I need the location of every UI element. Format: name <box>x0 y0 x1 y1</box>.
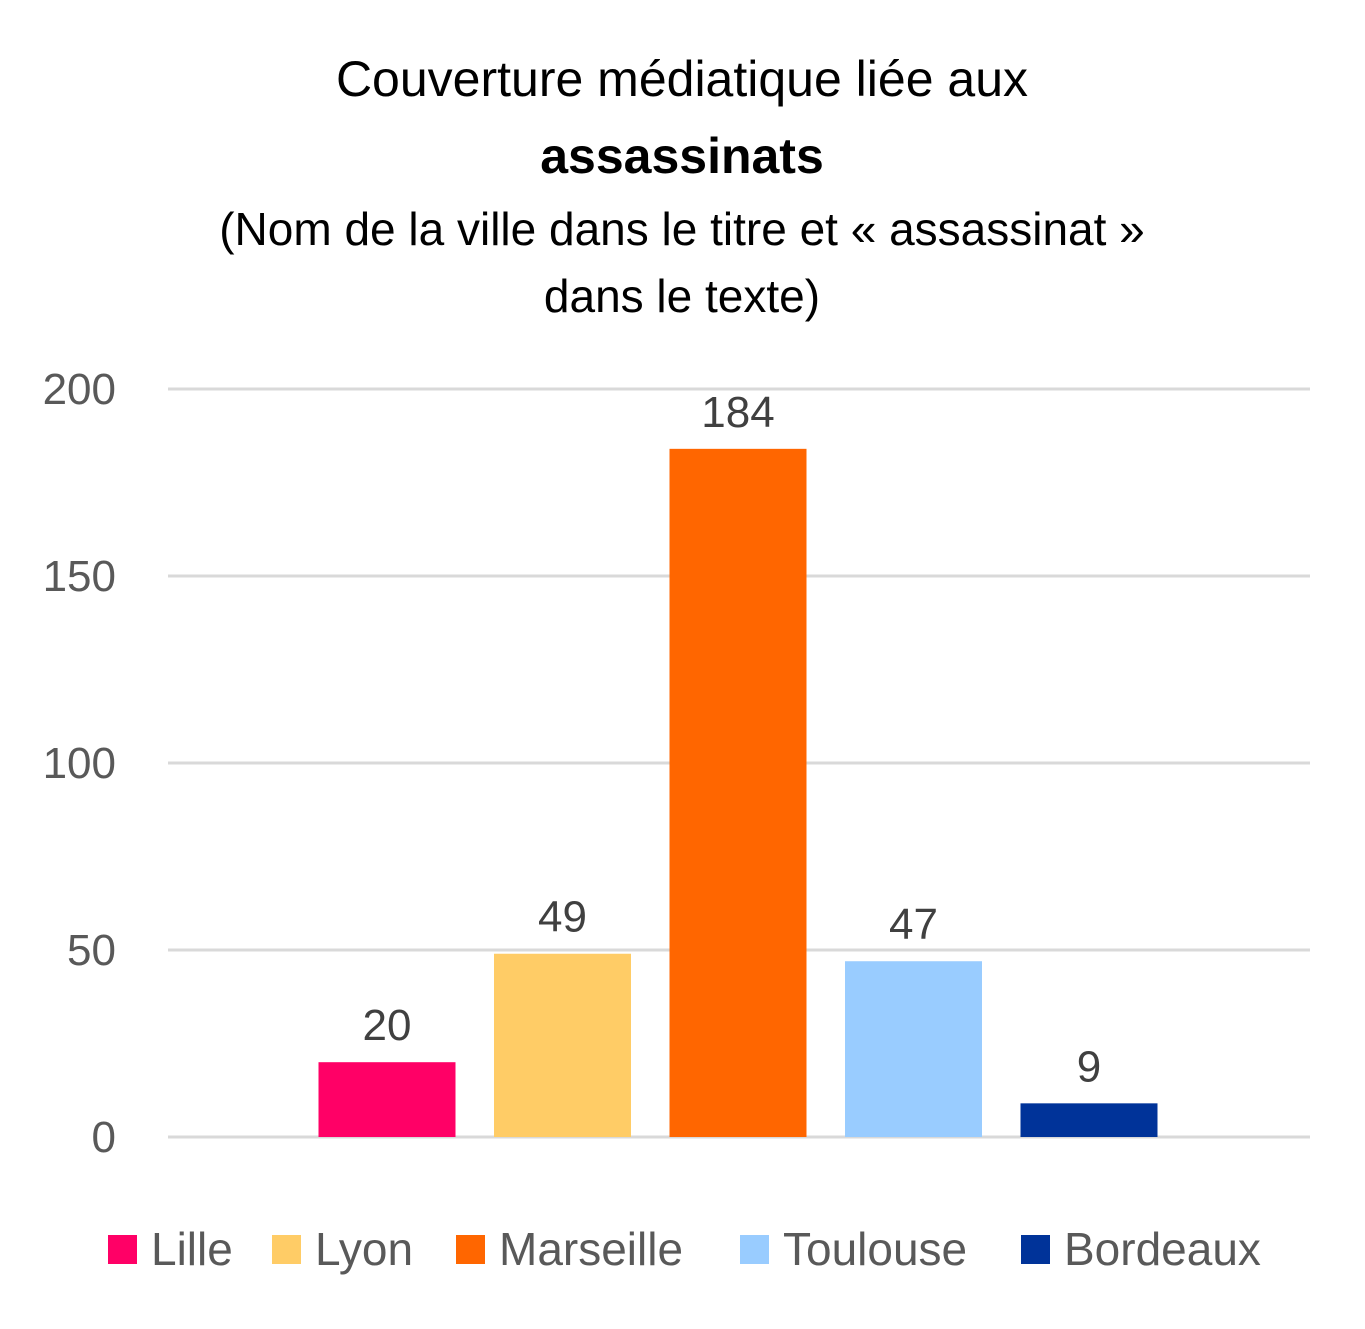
chart-subtitle-line1: (Nom de la ville dans le titre et « assa… <box>219 203 1145 255</box>
data-label: 9 <box>1077 1042 1101 1091</box>
chart-title-bold: assassinats <box>540 128 824 184</box>
legend-swatch <box>108 1235 137 1264</box>
bar-lille <box>318 1062 456 1137</box>
bar-toulouse <box>845 961 982 1137</box>
legend-item-lyon: Lyon <box>272 1223 413 1275</box>
data-label: 184 <box>701 388 774 437</box>
legend-item-bordeaux: Bordeaux <box>1021 1223 1261 1275</box>
y-tick-label: 200 <box>43 365 116 414</box>
legend-item-toulouse: Toulouse <box>740 1223 967 1275</box>
legend-swatch <box>740 1235 769 1264</box>
y-tick-label: 0 <box>92 1113 116 1162</box>
bar-marseille <box>669 448 807 1138</box>
bar-bordeaux <box>1020 1103 1158 1137</box>
y-tick-label: 50 <box>67 926 116 975</box>
legend-label: Toulouse <box>783 1223 967 1275</box>
legend-label: Bordeaux <box>1064 1223 1261 1275</box>
bar-lyon <box>494 953 631 1137</box>
legend-item-marseille: Marseille <box>456 1223 683 1275</box>
y-tick-label: 150 <box>43 552 116 601</box>
legend-label: Lyon <box>315 1223 413 1275</box>
legend-item-lille: Lille <box>108 1223 233 1275</box>
data-label: 47 <box>889 900 938 949</box>
data-label: 49 <box>538 893 587 942</box>
legend-label: Lille <box>151 1223 233 1275</box>
y-tick-label: 100 <box>43 739 116 788</box>
legend-label: Marseille <box>499 1223 683 1275</box>
legend-swatch <box>456 1235 485 1264</box>
chart-subtitle-line2: dans le texte) <box>544 270 820 322</box>
chart-title: Couverture médiatique liée aux <box>336 51 1028 107</box>
legend-swatch <box>272 1235 301 1264</box>
data-label: 20 <box>363 1001 412 1050</box>
legend-swatch <box>1021 1235 1050 1264</box>
